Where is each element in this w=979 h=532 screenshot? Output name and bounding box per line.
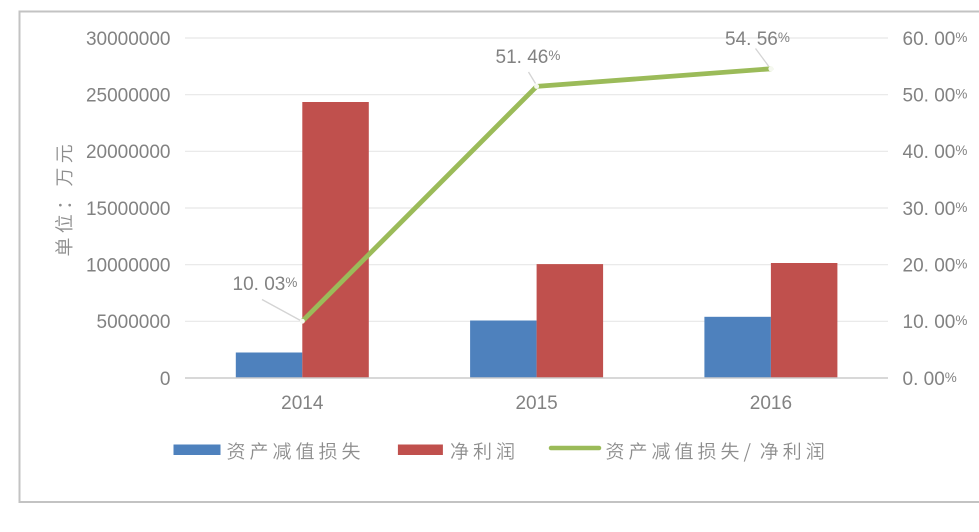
svg-text:0: 0 <box>160 369 171 390</box>
svg-text:20000000: 20000000 <box>86 142 171 163</box>
svg-text:30000000: 30000000 <box>86 29 171 50</box>
svg-text:2015: 2015 <box>515 393 557 414</box>
svg-text:15000000: 15000000 <box>86 199 171 220</box>
svg-text:5000000: 5000000 <box>97 312 171 333</box>
svg-text:25000000: 25000000 <box>86 86 171 107</box>
svg-text:10000000: 10000000 <box>86 256 171 277</box>
svg-text:2016: 2016 <box>750 393 792 414</box>
svg-text:2014: 2014 <box>281 393 324 414</box>
